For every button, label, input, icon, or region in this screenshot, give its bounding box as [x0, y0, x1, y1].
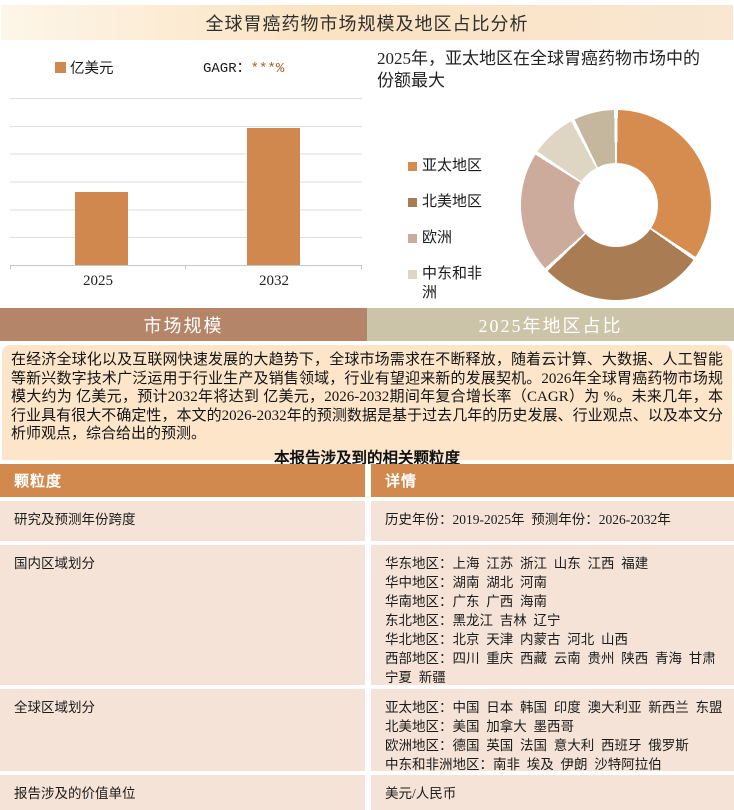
x-axis-label: 2025: [83, 273, 113, 289]
cagr-prefix: GAGR：: [203, 61, 251, 77]
header-cell-detail: 详情: [371, 464, 734, 497]
header-cell-granularity: 颗粒度: [0, 464, 365, 497]
legend-label: 中东和非洲: [422, 266, 483, 301]
bar-legend-label: 亿美元: [70, 61, 114, 77]
legend-swatch: [408, 198, 417, 207]
bar-2025: [75, 191, 128, 265]
granularity-table-title: 本报告涉及到的相关颗粒度: [273, 449, 460, 467]
table-row: 报告涉及的价值单位 美元/人民币: [0, 775, 734, 810]
summary-paragraph: 在经济全球化以及互联网快速发展的大趋势下，全球市场需求在不断释放，随着云计算、大…: [11, 352, 723, 442]
detail-line: 华中地区：湖南 湖北 河南: [385, 575, 547, 590]
detail-line: 华南地区：广东 广西 海南: [385, 594, 547, 609]
donut-legend-item: 北美地区: [408, 193, 488, 212]
detail-line: 西部地区：四川 重庆 西藏 云南 贵州 陕西 青海 甘肃 宁夏 新疆: [385, 651, 723, 685]
detail-line: 华北地区：北京 天津 内蒙古 河北 山西: [385, 632, 628, 647]
donut-legend-item: 亚太地区: [408, 157, 488, 176]
donut-hole: [574, 163, 658, 247]
detail-line: 历史年份：2019-2025年 预测年份：2026-2032年: [385, 512, 671, 527]
granularity-table: 颗粒度 详情 研究及预测年份跨度 历史年份：2019-2025年 预测年份：202…: [0, 464, 734, 810]
bar-chart-legend: 亿美元 GAGR：***%: [0, 57, 370, 77]
table-header-row: 颗粒度 详情: [0, 464, 734, 497]
section-tabs: 市场规模 2025年地区占比: [0, 308, 734, 341]
detail-line: 华东地区：上海 江苏 浙江 山东 江西 福建: [385, 556, 649, 571]
x-axis-label: 2032: [259, 273, 289, 289]
donut-chart-title: 2025年，亚太地区在全球胃癌药物市场中的份额最大: [377, 49, 700, 90]
table-row: 研究及预测年份跨度 历史年份：2019-2025年 预测年份：2026-2032年: [0, 501, 734, 541]
row-detail-cell: 亚太地区：中国 日本 韩国 印度 澳大利亚 新西兰 东盟 北美地区：美国 加拿大 …: [371, 689, 734, 771]
cagr-label: GAGR：***%: [203, 57, 284, 77]
bar-2032: [247, 128, 300, 265]
cagr-value: ***%: [250, 61, 285, 77]
detail-line: 东北地区：黑龙江 吉林 辽宁: [385, 613, 561, 628]
row-label-cell: 全球区域划分: [0, 689, 365, 771]
legend-swatch: [408, 270, 417, 279]
x-axis-tick: [361, 265, 362, 269]
bar-plot-area: [10, 98, 362, 269]
detail-line: 欧洲地区：德国 英国 法国 意大利 西班牙 俄罗斯: [385, 738, 689, 753]
detail-line: 中东和非洲地区：南非 埃及 伊朗 沙特阿拉伯: [385, 757, 662, 771]
row-detail-cell: 美元/人民币: [371, 775, 734, 810]
donut-legend-item: 中东和非洲: [408, 265, 488, 303]
page-title: 全球胃癌药物市场规模及地区占比分析: [205, 13, 529, 34]
row-label-cell: 研究及预测年份跨度: [0, 501, 365, 541]
donut-legend: 亚太地区北美地区欧洲中东和非洲: [408, 157, 488, 303]
row-detail-cell: 华东地区：上海 江苏 浙江 山东 江西 福建 华中地区：湖南 湖北 河南 华南地区：…: [371, 545, 734, 685]
x-axis-tick: [10, 265, 11, 269]
row-detail-cell: 历史年份：2019-2025年 预测年份：2026-2032年: [371, 501, 734, 541]
tab-market-size[interactable]: 市场规模: [0, 308, 367, 341]
x-axis-labels: 2025 2032: [10, 273, 362, 295]
detail-line: 北美地区：美国 加拿大 墨西哥: [385, 719, 574, 734]
detail-line: 美元/人民币: [385, 786, 457, 801]
bar-chart-panel: 亿美元 GAGR：***% 2025 2032: [0, 45, 370, 305]
donut-legend-item: 欧洲: [408, 229, 488, 248]
row-label-cell: 国内区域划分: [0, 545, 365, 685]
legend-label: 欧洲: [422, 230, 453, 246]
summary-box: 在经济全球化以及互联网快速发展的大趋势下，全球市场需求在不断释放，随着云计算、大…: [2, 345, 732, 467]
table-row: 国内区域划分 华东地区：上海 江苏 浙江 山东 江西 福建 华中地区：湖南 湖北 河…: [0, 545, 734, 685]
donut-chart-panel: 2025年，亚太地区在全球胃癌药物市场中的份额最大 亚太地区北美地区欧洲中东和非…: [370, 45, 734, 305]
legend-swatch: [408, 234, 417, 243]
row-label-cell: 报告涉及的价值单位: [0, 775, 365, 810]
legend-label: 亚太地区: [422, 158, 483, 174]
detail-line: 亚太地区：中国 日本 韩国 印度 澳大利亚 新西兰 东盟: [385, 700, 723, 715]
legend-label: 北美地区: [422, 194, 483, 210]
page-title-bar: 全球胃癌药物市场规模及地区占比分析: [1, 5, 733, 40]
table-row: 全球区域划分 亚太地区：中国 日本 韩国 印度 澳大利亚 新西兰 东盟 北美地区：美…: [0, 689, 734, 771]
legend-swatch: [408, 162, 417, 171]
bar-legend-swatch: [55, 62, 66, 73]
bar-legend-item: 亿美元: [55, 57, 114, 78]
x-axis-tick: [185, 265, 186, 269]
tab-region-share-2025[interactable]: 2025年地区占比: [367, 308, 734, 341]
